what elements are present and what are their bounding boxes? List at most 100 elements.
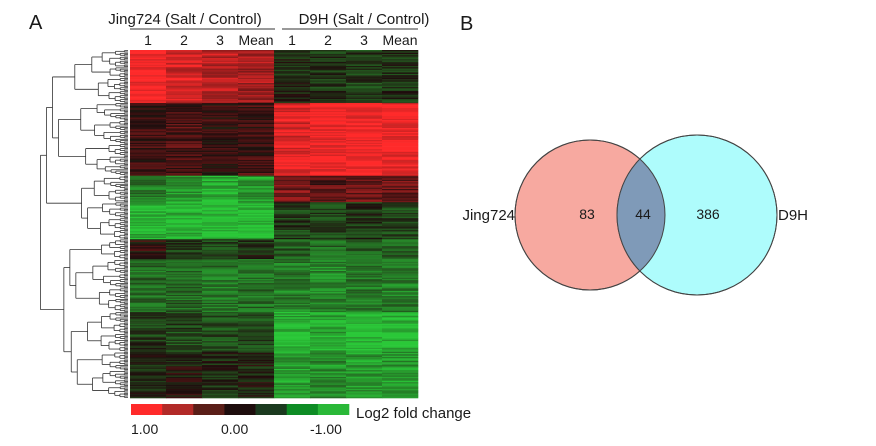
heatmap-cell	[346, 390, 383, 392]
heatmap-cell	[130, 248, 167, 251]
heatmap-cell	[166, 364, 203, 367]
heatmap-cell	[202, 353, 239, 355]
heatmap-cell	[382, 223, 419, 225]
heatmap-cell	[166, 317, 203, 319]
heatmap-cell	[274, 339, 311, 342]
heatmap-cell	[346, 192, 383, 195]
heatmap-cell	[202, 339, 239, 342]
heatmap-cell	[130, 89, 167, 92]
heatmap-cell	[346, 241, 383, 244]
heatmap-cell	[274, 79, 311, 81]
heatmap-cell	[274, 114, 311, 117]
heatmap-cell	[310, 64, 347, 67]
heatmap-cell	[238, 171, 275, 174]
heatmap-cell	[130, 108, 167, 110]
heatmap-cell	[130, 218, 167, 220]
heatmap-cell	[346, 80, 383, 83]
heatmap-cell	[346, 383, 383, 386]
heatmap-cell	[310, 301, 347, 304]
heatmap-cell	[202, 198, 239, 200]
heatmap-cell	[274, 335, 311, 338]
heatmap-cell	[202, 171, 239, 174]
heatmap-cell	[166, 356, 203, 359]
heatmap-cell	[166, 122, 203, 125]
heatmap-cell	[238, 129, 275, 132]
heatmap-cell	[310, 367, 347, 370]
heatmap-cell	[238, 167, 275, 170]
heatmap-cell	[202, 251, 239, 253]
heatmap-cell	[310, 207, 347, 210]
heatmap-cell	[346, 178, 383, 180]
heatmap-cell	[382, 122, 419, 125]
heatmap-cell	[166, 158, 203, 161]
heatmap-cell	[310, 327, 347, 330]
heatmap-cell	[238, 79, 275, 81]
heatmap-cell	[130, 63, 167, 65]
heatmap-cell	[202, 60, 239, 63]
heatmap-cell	[382, 370, 419, 372]
heatmap-cell	[130, 330, 167, 333]
heatmap-cell	[346, 142, 383, 145]
heatmap-cell	[166, 363, 203, 366]
heatmap-cell	[346, 138, 383, 141]
heatmap-cell	[274, 150, 311, 153]
heatmap-cell	[382, 245, 419, 248]
heatmap-cell	[346, 69, 383, 72]
heatmap-cell	[130, 263, 167, 265]
heatmap-cell	[274, 84, 311, 87]
heatmap-cell	[310, 260, 347, 263]
heatmap-cell	[346, 354, 383, 356]
heatmap-cell	[202, 161, 239, 163]
heatmap-cell	[274, 261, 311, 264]
heatmap-cell	[310, 166, 347, 169]
heatmap-cell	[130, 102, 167, 105]
heatmap-cell	[202, 52, 239, 55]
heatmap-cell	[274, 247, 311, 249]
heatmap-cell	[346, 235, 383, 237]
heatmap-cell	[274, 113, 311, 116]
heatmap-cell	[130, 216, 167, 219]
heatmap-cell	[310, 218, 347, 220]
heatmap-cell	[274, 212, 311, 215]
heatmap-cell	[346, 272, 383, 274]
heatmap-cell	[382, 128, 419, 130]
heatmap-cell	[310, 147, 347, 150]
heatmap-cell	[130, 292, 167, 294]
heatmap-cell	[130, 237, 167, 240]
heatmap-cell	[274, 345, 311, 347]
heatmap-cell	[130, 264, 167, 266]
heatmap-cell	[166, 132, 203, 134]
heatmap-cell	[382, 216, 419, 219]
heatmap-cell	[274, 218, 311, 220]
heatmap-cell	[166, 292, 203, 294]
heatmap-cell	[274, 167, 311, 170]
heatmap-cell	[382, 241, 419, 244]
heatmap-cell	[310, 342, 347, 345]
heatmap-cell	[346, 53, 383, 56]
heatmap-cell	[130, 233, 167, 236]
heatmap-cell	[202, 232, 239, 235]
heatmap-cell	[166, 138, 203, 141]
heatmap-cell	[130, 182, 167, 184]
heatmap-cell	[382, 151, 419, 154]
heatmap-cell	[346, 212, 383, 215]
heatmap-cell	[202, 116, 239, 118]
heatmap-cell	[382, 390, 419, 392]
heatmap-cell	[166, 280, 203, 282]
heatmap-cell	[202, 294, 239, 297]
heatmap-cell	[202, 252, 239, 255]
heatmap-cell	[166, 319, 203, 322]
heatmap-cell	[238, 239, 275, 241]
heatmap-cell	[382, 263, 419, 265]
heatmap-cell	[382, 200, 419, 203]
heatmap-cell	[166, 339, 203, 342]
heatmap-cell	[238, 274, 275, 277]
heatmap-cell	[166, 87, 203, 89]
heatmap-cell	[166, 187, 203, 190]
heatmap-cell	[274, 343, 311, 346]
heatmap-cell	[382, 292, 419, 294]
heatmap-cell	[346, 113, 383, 116]
heatmap-cell	[238, 77, 275, 80]
heatmap-cell	[310, 302, 347, 305]
heatmap-cell	[166, 113, 203, 116]
